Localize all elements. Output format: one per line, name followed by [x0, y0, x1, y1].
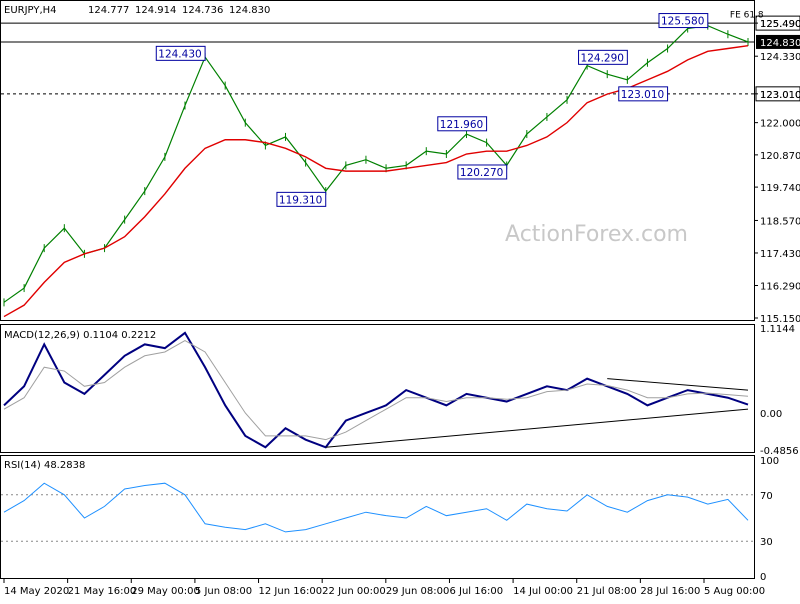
- macd-signal-line: [3, 339, 749, 441]
- price-series-line: [3, 25, 749, 303]
- ohlc-low: 124.736: [182, 5, 223, 16]
- macd-panel: [0, 324, 755, 453]
- rsi-axis-label: 30: [760, 537, 773, 548]
- x-axis-label: 6 Jul 16:00: [449, 586, 503, 597]
- x-axis-label: 5 Aug 00:00: [704, 586, 765, 597]
- price-axis-label: 117.430: [760, 249, 800, 260]
- price-axis-label: 118.570: [760, 216, 800, 227]
- price-level-label: 124.830: [760, 38, 800, 49]
- rsi-panel: [0, 455, 755, 579]
- price-axis-label: 123.010: [760, 90, 800, 101]
- price-annotation-box: [618, 86, 669, 102]
- price-axis-label: 115.150: [760, 314, 800, 325]
- x-axis-label: 21 May 16:00: [68, 586, 137, 597]
- macd-title: MACD(12,26,9) 0.1104 0.2212: [4, 330, 156, 341]
- price-annotation-label: 123.010: [621, 89, 664, 101]
- price-annotation-label: 120.270: [460, 167, 503, 179]
- macd-axis-label: 0.00: [760, 409, 782, 420]
- x-axis-label: 28 Jul 16:00: [640, 586, 700, 597]
- macd-trendline: [607, 378, 749, 391]
- watermark: ActionForex.com: [505, 222, 688, 247]
- price-axis-label: 116.290: [760, 281, 800, 292]
- price-axis-label: 119.740: [760, 183, 800, 194]
- price-annotation-box: [155, 45, 206, 61]
- macd-axis-label: 1.1144: [760, 324, 795, 335]
- price-annotation-box: [658, 13, 709, 29]
- rsi-axis-label: 70: [760, 491, 773, 502]
- price-annotation-box: [457, 164, 508, 180]
- x-axis-label: 14 May 2020: [4, 586, 69, 597]
- price-annotation-box: [437, 116, 488, 132]
- price-annotation-label: 124.430: [158, 48, 201, 60]
- ohlc-open: 124.777: [88, 5, 129, 16]
- x-axis-label: 29 Jun 08:00: [386, 586, 450, 597]
- fibonacci-label: FE 61.8: [730, 11, 764, 21]
- price-axis-label: 125.490: [760, 19, 800, 30]
- price-level-badge: [756, 34, 800, 49]
- price-level-label: 125.490: [760, 19, 800, 30]
- x-axis-label: 5 Jun 08:00: [195, 586, 252, 597]
- ohlc-high: 124.914: [135, 5, 176, 16]
- price-panel: [0, 0, 755, 321]
- macd-main-line: [3, 331, 749, 449]
- x-axis-label: 12 Jun 16:00: [259, 586, 323, 597]
- rsi-axis-label: 100: [760, 456, 779, 467]
- price-axis-label: 120.870: [760, 151, 800, 162]
- price-annotation-label: 124.290: [581, 52, 624, 64]
- price-title: EURJPY,H4: [4, 5, 57, 16]
- rsi-axis-label: 0: [760, 572, 766, 583]
- ohlc-close: 124.830: [229, 5, 270, 16]
- x-axis-label: 14 Jul 00:00: [513, 586, 573, 597]
- macd-trendline: [325, 408, 749, 448]
- x-axis-label: 29 May 00:00: [131, 586, 200, 597]
- price-annotation-label: 125.580: [661, 16, 704, 28]
- rsi-line: [3, 482, 749, 533]
- x-axis-label: 21 Jul 08:00: [577, 586, 637, 597]
- x-axis-label: 22 Jun 00:00: [322, 586, 386, 597]
- rsi-title: RSI(14) 48.2838: [4, 460, 85, 471]
- price-axis-label: 122.000: [760, 119, 800, 130]
- price-annotation-box: [276, 191, 327, 207]
- price-axis-label: 124.330: [760, 52, 800, 63]
- macd-axis-label: -0.4856: [760, 446, 799, 457]
- price-annotation-box: [578, 49, 628, 65]
- price-annotation-label: 121.960: [440, 119, 483, 131]
- price-annotation-label: 119.310: [279, 194, 322, 206]
- price-level-label: 123.010: [760, 90, 800, 101]
